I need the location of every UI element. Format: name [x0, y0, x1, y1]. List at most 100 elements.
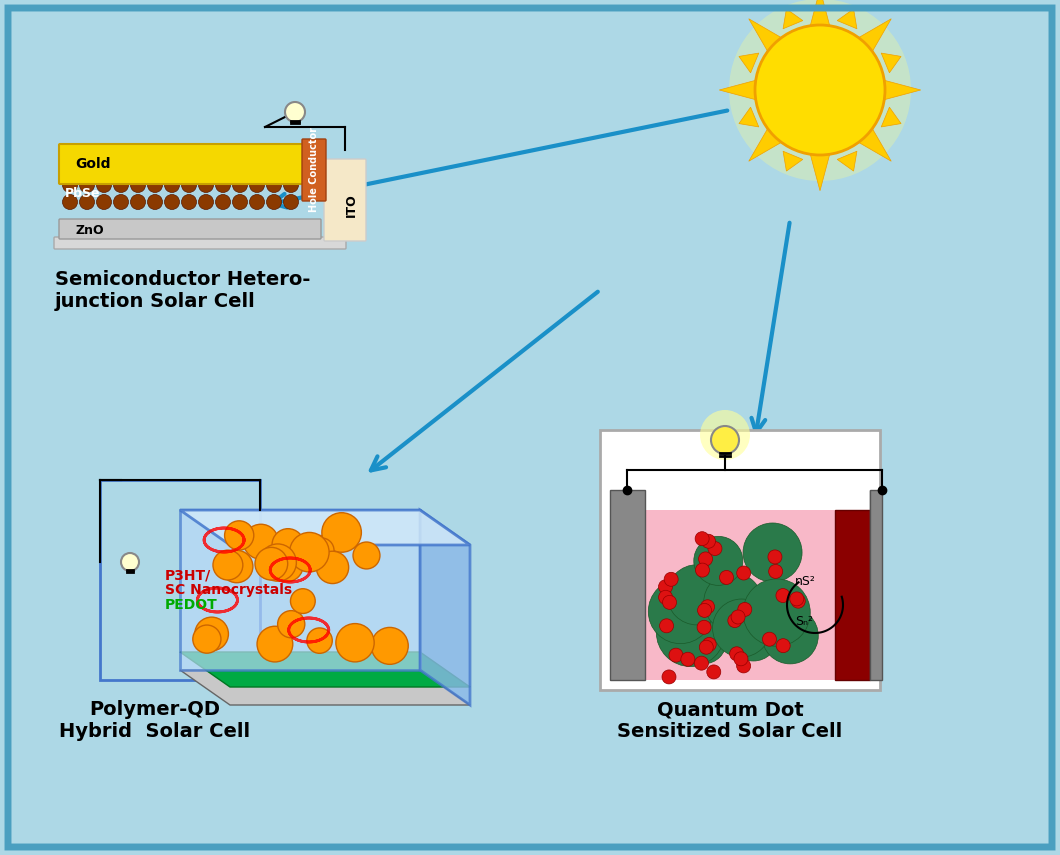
Circle shape	[307, 628, 332, 653]
Bar	[610, 490, 644, 680]
Circle shape	[700, 640, 713, 654]
Circle shape	[198, 178, 213, 192]
Circle shape	[113, 178, 128, 192]
Circle shape	[289, 533, 329, 572]
Text: PbSe: PbSe	[65, 186, 101, 199]
Circle shape	[704, 573, 762, 631]
Circle shape	[215, 178, 230, 192]
Polygon shape	[420, 510, 470, 705]
Circle shape	[720, 570, 734, 585]
Circle shape	[790, 592, 803, 606]
FancyBboxPatch shape	[59, 144, 321, 184]
Polygon shape	[180, 652, 470, 687]
Circle shape	[659, 619, 673, 633]
Circle shape	[669, 648, 683, 662]
Circle shape	[729, 0, 911, 181]
Text: SC Nanocrystals: SC Nanocrystals	[165, 583, 293, 597]
Circle shape	[181, 194, 196, 209]
Circle shape	[272, 528, 304, 561]
Circle shape	[711, 426, 739, 454]
Circle shape	[213, 550, 243, 580]
Circle shape	[285, 102, 305, 122]
Circle shape	[80, 194, 94, 209]
Text: P3HT/: P3HT/	[165, 568, 211, 582]
Text: nS²: nS²	[795, 575, 816, 588]
Circle shape	[322, 513, 361, 552]
Circle shape	[791, 594, 806, 608]
Circle shape	[113, 194, 128, 209]
Circle shape	[728, 614, 742, 628]
Circle shape	[658, 590, 673, 604]
Circle shape	[695, 563, 709, 577]
Circle shape	[249, 194, 265, 209]
Polygon shape	[881, 107, 901, 127]
Circle shape	[283, 178, 299, 192]
Circle shape	[266, 178, 282, 192]
Circle shape	[255, 547, 287, 580]
Polygon shape	[748, 128, 781, 162]
Circle shape	[147, 178, 162, 192]
Circle shape	[164, 178, 179, 192]
Text: Hole Conductor: Hole Conductor	[310, 127, 319, 213]
Circle shape	[258, 626, 293, 662]
Circle shape	[697, 604, 711, 617]
Circle shape	[712, 599, 771, 657]
Circle shape	[699, 552, 712, 566]
Polygon shape	[881, 53, 901, 73]
Polygon shape	[837, 9, 856, 29]
Circle shape	[193, 625, 220, 653]
Text: Gold: Gold	[75, 157, 110, 171]
Bar	[640, 510, 840, 680]
Polygon shape	[837, 151, 856, 171]
Text: PEDOT: PEDOT	[165, 598, 217, 612]
Circle shape	[63, 178, 77, 192]
Text: ZnO: ZnO	[75, 223, 104, 237]
Polygon shape	[180, 510, 470, 545]
Circle shape	[283, 194, 299, 209]
Circle shape	[130, 194, 145, 209]
Polygon shape	[720, 80, 756, 100]
Circle shape	[96, 194, 111, 209]
Circle shape	[662, 595, 676, 610]
Polygon shape	[783, 9, 802, 29]
Polygon shape	[884, 80, 921, 100]
FancyBboxPatch shape	[59, 219, 321, 239]
Circle shape	[290, 589, 315, 613]
Text: Polymer-QD
Hybrid  Solar Cell: Polymer-QD Hybrid Solar Cell	[59, 700, 250, 741]
Bar	[835, 510, 870, 680]
Circle shape	[667, 564, 727, 625]
Polygon shape	[739, 107, 759, 127]
Polygon shape	[810, 154, 830, 191]
Circle shape	[762, 632, 777, 646]
Circle shape	[96, 178, 111, 192]
Bar	[100, 480, 260, 680]
Circle shape	[743, 579, 810, 646]
Circle shape	[697, 620, 711, 634]
Circle shape	[63, 194, 77, 209]
Circle shape	[662, 670, 676, 684]
FancyBboxPatch shape	[302, 139, 326, 201]
Polygon shape	[859, 128, 891, 162]
Bar	[180, 510, 420, 670]
Text: ITO: ITO	[344, 193, 358, 217]
Circle shape	[729, 646, 744, 661]
Circle shape	[225, 521, 253, 550]
Circle shape	[249, 178, 265, 192]
Circle shape	[665, 572, 678, 587]
Circle shape	[702, 534, 716, 548]
Circle shape	[259, 544, 297, 581]
Circle shape	[729, 612, 778, 661]
Circle shape	[130, 178, 145, 192]
Circle shape	[681, 652, 695, 666]
Circle shape	[737, 566, 750, 580]
Circle shape	[702, 638, 717, 652]
Text: Sₙ²: Sₙ²	[795, 615, 813, 628]
Circle shape	[707, 665, 721, 679]
Circle shape	[371, 628, 408, 664]
Circle shape	[181, 178, 196, 192]
FancyBboxPatch shape	[324, 159, 366, 241]
Circle shape	[755, 25, 885, 155]
Circle shape	[198, 194, 213, 209]
Circle shape	[731, 610, 745, 624]
FancyBboxPatch shape	[54, 237, 346, 249]
